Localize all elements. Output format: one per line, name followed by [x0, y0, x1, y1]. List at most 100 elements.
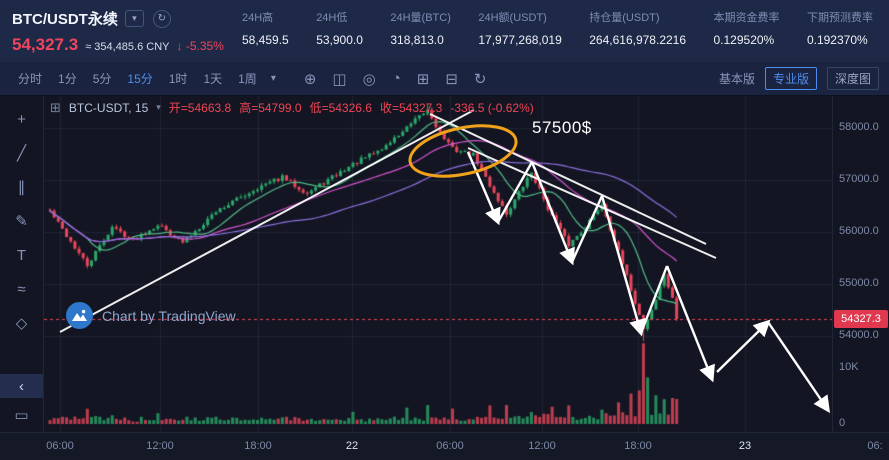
legend-low: 低=54326.6 — [309, 101, 372, 115]
time-tick: 06:00 — [436, 440, 464, 452]
tradingview-watermark[interactable]: Chart by TradingView — [66, 302, 236, 329]
price-axis[interactable]: 54327.3 58000.0 57000.0 56000.0 55000.0 5400… — [832, 96, 889, 432]
legend-open: 开=54663.8 — [168, 101, 232, 115]
view-专业版[interactable]: 专业版 — [764, 67, 817, 90]
chart-legend: ⊞ BTC-USDT, 15 ▾ 开=54663.8 高=54799.0 低=5… — [50, 99, 534, 116]
time-tick: 22 — [345, 440, 359, 452]
arrow-annotation[interactable] — [767, 321, 831, 413]
arrow-annotation[interactable] — [716, 319, 771, 373]
crosshair-icon[interactable]: + — [17, 110, 26, 128]
stat-value: 17,977,268,019 — [478, 33, 562, 47]
arrow-annotation[interactable] — [639, 265, 669, 334]
interval-1分[interactable]: 1分 — [58, 72, 77, 86]
chart-type-icon[interactable]: ◫ — [332, 70, 347, 88]
header-stat: 24H低 53,900.0 — [316, 9, 363, 62]
price-target-annotation: 57500$ — [532, 118, 592, 137]
stat-label: 下期预测费率 — [806, 12, 873, 24]
interval-group: 分时 1分 5分 15分 1时 1天 1周 ▾ — [10, 70, 282, 87]
header-stat: 24H量(BTC) 318,813.0 — [390, 9, 451, 62]
time-axis[interactable]: 06:00 12:00 18:00 22 06:00 12:00 18:00 23 06: — [0, 432, 889, 460]
time-tick: 18:00 — [244, 440, 272, 452]
grid-layout-icon[interactable]: ⊞ — [416, 70, 430, 88]
chart-area[interactable]: ⊞ BTC-USDT, 15 ▾ 开=54663.8 高=54799.0 低=5… — [44, 96, 832, 432]
view-深度图[interactable]: 深度图 — [826, 67, 879, 90]
arrow-annotation[interactable] — [530, 161, 575, 266]
price-tick: 57000.0 — [839, 173, 879, 185]
arrow-annotation[interactable] — [466, 151, 501, 226]
interval-1周[interactable]: 1周 — [238, 72, 257, 86]
header-stat: 24H高 58,459.5 — [242, 9, 289, 62]
volume-tick: 0 — [839, 417, 846, 429]
stat-value: 264,616,978.2216 — [589, 33, 687, 47]
stat-label: 持仓量(USDT) — [589, 12, 660, 24]
header-stat: 持仓量(USDT) 264,616,978.2216 — [589, 9, 686, 62]
highlight-ellipse[interactable] — [405, 117, 520, 184]
fiat-price: ≈ 354,485.6 CNY — [85, 41, 170, 53]
interval-1时[interactable]: 1时 — [168, 72, 188, 86]
refresh-icon[interactable]: ↻ — [152, 9, 171, 28]
price-tick: 56000.0 — [839, 225, 879, 237]
interval-dropdown-icon[interactable]: ▾ — [270, 73, 276, 84]
arrow-annotation[interactable] — [496, 161, 534, 223]
refresh-icon[interactable]: ↻ — [473, 70, 487, 88]
time-icon[interactable]: ◔ — [391, 70, 401, 87]
time-tick: 12:00 — [146, 440, 174, 452]
text-tool-icon[interactable]: T — [16, 246, 27, 264]
eraser-icon[interactable]: ▭ — [14, 407, 29, 424]
wave-pattern-icon[interactable]: ≈ — [17, 280, 26, 298]
time-tick: 23 — [738, 440, 752, 452]
screenshot-icon[interactable]: ⊟ — [445, 70, 458, 88]
chart-toolbar: 分时 1分 5分 15分 1时 1天 1周 ▾ ⊕ ◫ ◎ ◔ ⊞ ⊟ ↻ 基本版 专业版 深度图 — [0, 62, 889, 96]
trend-line[interactable] — [467, 147, 717, 259]
interval-15分[interactable]: 15分 — [127, 72, 153, 86]
layout-grid-icon[interactable]: ⊞ — [50, 99, 61, 115]
price-change: ↓ -5.35% — [176, 39, 224, 53]
stat-value: 58,459.5 — [242, 33, 289, 47]
symbol-title: BTC/USDT永续 — [12, 11, 118, 28]
interval-5分[interactable]: 5分 — [92, 72, 112, 86]
brush-icon[interactable]: ✎ — [15, 213, 28, 230]
trend-line[interactable] — [429, 113, 707, 245]
stat-label: 本期资金费率 — [713, 12, 780, 24]
header-stat: 本期资金费率 0.129520% — [713, 9, 779, 62]
view-基本版[interactable]: 基本版 — [718, 72, 755, 86]
time-tick: 06: — [867, 440, 883, 452]
time-tick: 06:00 — [46, 440, 74, 452]
annotation-overlay — [59, 109, 831, 413]
stat-value: 0.129520% — [713, 33, 775, 47]
symbol-block: BTC/USDT永续 ▾ ↻ 54,327.3 ≈ 354,485.6 CNY … — [0, 0, 240, 62]
compare-icon[interactable]: ◎ — [362, 70, 376, 88]
arrow-annotation[interactable] — [665, 265, 715, 383]
legend-close: 收=54327.3 — [379, 101, 443, 115]
price-tick: 54000.0 — [839, 329, 879, 341]
drawing-tools-sidebar: + ╱ ∥ ✎ T ≈ ◇ ‹ ▭ — [0, 96, 44, 432]
time-tick: 12:00 — [528, 440, 556, 452]
header-stat: 24H额(USDT) 17,977,268,019 — [478, 9, 561, 62]
interval-1天[interactable]: 1天 — [203, 72, 223, 86]
chevron-down-icon[interactable]: ▾ — [156, 102, 161, 112]
legend-high: 高=54799.0 — [239, 101, 302, 115]
stat-label: 24H量(BTC) — [390, 12, 451, 24]
volume-tick: 10K — [839, 361, 859, 373]
stat-label: 24H额(USDT) — [478, 12, 547, 24]
symbol-dropdown-icon[interactable]: ▾ — [124, 10, 144, 27]
trend-line[interactable] — [59, 109, 475, 333]
collapse-icon[interactable]: ‹ — [0, 374, 43, 398]
stat-label: 24H低 — [316, 12, 348, 24]
arrow-annotation[interactable] — [600, 195, 646, 337]
legend-symbol[interactable]: BTC-USDT, 15 — [68, 100, 149, 115]
legend-change: -336.5 (-0.62%) — [450, 100, 534, 115]
trendline-icon[interactable]: ╱ — [16, 145, 27, 162]
add-indicator-icon[interactable]: ⊕ — [303, 70, 317, 88]
header-stats: 24H高 58,459.5 24H低 53,900.0 24H量(BTC) 318,813… — [240, 0, 889, 62]
watermark-label: Chart by TradingView — [102, 307, 236, 324]
arrow-annotation[interactable] — [570, 195, 604, 263]
price-tick: 55000.0 — [839, 277, 879, 289]
time-tick: 18:00 — [624, 440, 652, 452]
header: BTC/USDT永续 ▾ ↻ 54,327.3 ≈ 354,485.6 CNY … — [0, 0, 889, 62]
toolbar-icons: ⊕ ◫ ◎ ◔ ⊞ ⊟ ↻ — [296, 70, 495, 88]
interval-分时[interactable]: 分时 — [18, 72, 43, 86]
channel-icon[interactable]: ∥ — [17, 179, 26, 196]
shape-tool-icon[interactable]: ◇ — [15, 315, 28, 332]
stat-value: 318,813.0 — [390, 33, 444, 47]
